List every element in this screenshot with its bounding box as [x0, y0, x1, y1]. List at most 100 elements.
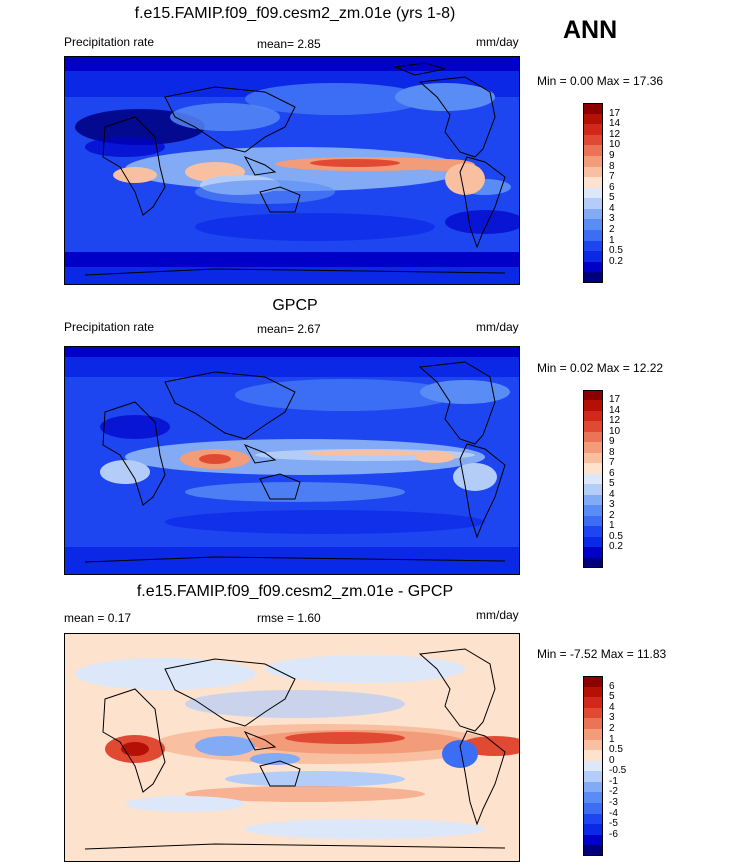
colorbar-frame	[583, 390, 603, 568]
colorbar-tick-label: 0.2	[609, 541, 623, 553]
colorbar-frame	[583, 103, 603, 283]
colorbar-swatch	[583, 834, 603, 846]
panel3-minmax: Min = -7.52 Max = 11.83	[537, 647, 667, 661]
colorbar-swatch	[583, 251, 603, 263]
colorbar-tick-label: 10	[609, 139, 621, 151]
panel2-minmax: Min = 0.02 Max = 12.22	[537, 361, 664, 375]
panel2-units: mm/day	[476, 320, 519, 334]
panel3-title: f.e15.FAMIP.f09_f09.cesm2_zm.01e - GPCP	[136, 583, 454, 600]
panel1-map	[64, 56, 520, 285]
colorbar-tick-label: -0.5	[609, 765, 627, 777]
colorbar-swatch	[583, 728, 603, 741]
colorbar-swatch	[583, 431, 603, 443]
colorbar-swatch	[583, 686, 603, 698]
colorbar-tick-label: -5	[609, 818, 618, 830]
colorbar-tick-label: -3	[609, 797, 618, 809]
colorbar-tick-label: 3	[609, 499, 615, 511]
colorbar-swatch	[583, 240, 603, 252]
colorbar-swatch	[583, 124, 603, 136]
colorbar-tick-label: 8	[609, 160, 615, 172]
colorbar-tick-label: 3	[609, 213, 615, 225]
panel2-colorbar: 17 14 12 10 9 8 7 6 5 4 3 2 1 0.5 0.2	[583, 390, 643, 569]
colorbar-tick-label: 2	[609, 224, 615, 236]
panel1-minmax: Min = 0.00 Max = 17.36	[537, 74, 664, 88]
colorbar-swatch	[583, 400, 603, 412]
panel3-map	[64, 633, 520, 862]
colorbar-tick-label: 7	[609, 457, 615, 469]
colorbar-tick-label: 2	[609, 509, 615, 521]
colorbar-swatch	[583, 494, 603, 506]
panel2-map	[64, 346, 520, 575]
colorbar-swatch	[583, 473, 603, 485]
colorbar-tick-label: -6	[609, 828, 618, 840]
colorbar-tick-label: 9	[609, 436, 615, 448]
colorbar-swatch	[583, 824, 603, 836]
colorbar-swatch	[583, 463, 603, 475]
panel1-variable-label: Precipitation rate	[64, 35, 155, 49]
colorbar-swatch	[583, 697, 603, 709]
colorbar-swatch	[583, 390, 603, 401]
colorbar-tick-label: 17	[609, 107, 621, 119]
colorbar-tick-label: 1	[609, 234, 615, 246]
colorbar-swatch	[583, 187, 603, 199]
colorbar-swatch	[583, 208, 603, 220]
colorbar-tick-label: 4	[609, 701, 615, 713]
colorbar-swatch	[583, 505, 603, 517]
colorbar-tick-label: 6	[609, 467, 615, 479]
colorbar-swatch	[583, 526, 603, 538]
colorbar-swatch	[583, 718, 603, 730]
colorbar-tick-label: 2	[609, 722, 615, 734]
colorbar-swatch	[583, 155, 603, 168]
colorbar-tick-label: 14	[609, 118, 621, 130]
colorbar-swatch	[583, 515, 603, 527]
colorbar-tick-label: 9	[609, 149, 615, 161]
colorbar-swatch	[583, 739, 603, 751]
colorbar-tick-label: 0.5	[609, 530, 623, 542]
colorbar-tick-label: 5	[609, 478, 615, 490]
colorbar-tick-label: 7	[609, 171, 615, 183]
colorbar-swatch	[583, 557, 603, 569]
colorbar-tick-label: 3	[609, 712, 615, 724]
colorbar-tick-label: 0.2	[609, 255, 623, 267]
colorbar-swatch	[583, 261, 603, 273]
colorbar-swatch	[583, 760, 603, 772]
panel2-mean: mean= 2.67	[257, 322, 321, 336]
colorbar-swatch	[583, 845, 603, 857]
colorbar-swatch	[583, 421, 603, 433]
colorbar-tick-label: 12	[609, 415, 621, 427]
colorbar-swatch	[583, 145, 603, 157]
colorbar-tick-label: 14	[609, 404, 621, 416]
colorbar-tick-label: 1	[609, 733, 615, 745]
panel2-map-svg	[65, 347, 519, 574]
colorbar-swatch	[583, 452, 603, 464]
colorbar-tick-label: 4	[609, 488, 615, 500]
panel3-mean: mean = 0.17	[64, 611, 132, 625]
colorbar-swatch	[583, 536, 603, 548]
colorbar-tick-label: 8	[609, 446, 615, 458]
colorbar-swatch	[583, 272, 603, 284]
panel2-title: GPCP	[272, 297, 318, 314]
colorbar-tick-label: -4	[609, 807, 618, 819]
panel1-title: f.e15.FAMIP.f09_f09.cesm2_zm.01e (yrs 1-…	[134, 5, 456, 22]
colorbar-tick-label: 0.5	[609, 245, 623, 257]
colorbar-tick-label: 1	[609, 520, 615, 532]
panel1-map-svg	[65, 57, 519, 284]
colorbar-swatch	[583, 134, 603, 146]
colorbar-swatch	[583, 676, 603, 688]
colorbar-swatch	[583, 792, 603, 804]
colorbar-swatch	[583, 113, 603, 125]
colorbar-swatch	[583, 103, 603, 115]
panel2-variable-label: Precipitation rate	[64, 320, 155, 334]
colorbar-swatch	[583, 771, 603, 783]
colorbar-swatch	[583, 813, 603, 825]
colorbar-swatch	[583, 198, 603, 210]
colorbar-swatch	[583, 803, 603, 815]
colorbar-tick-label: 12	[609, 128, 621, 140]
season-label: ANN	[563, 16, 618, 44]
colorbar-swatch	[583, 707, 603, 719]
colorbar-swatch	[583, 410, 603, 422]
colorbar-swatch	[583, 750, 603, 762]
colorbar-swatch	[583, 442, 603, 454]
colorbar-tick-label: 0	[609, 754, 615, 766]
colorbar-tick-label: 6	[609, 181, 615, 193]
